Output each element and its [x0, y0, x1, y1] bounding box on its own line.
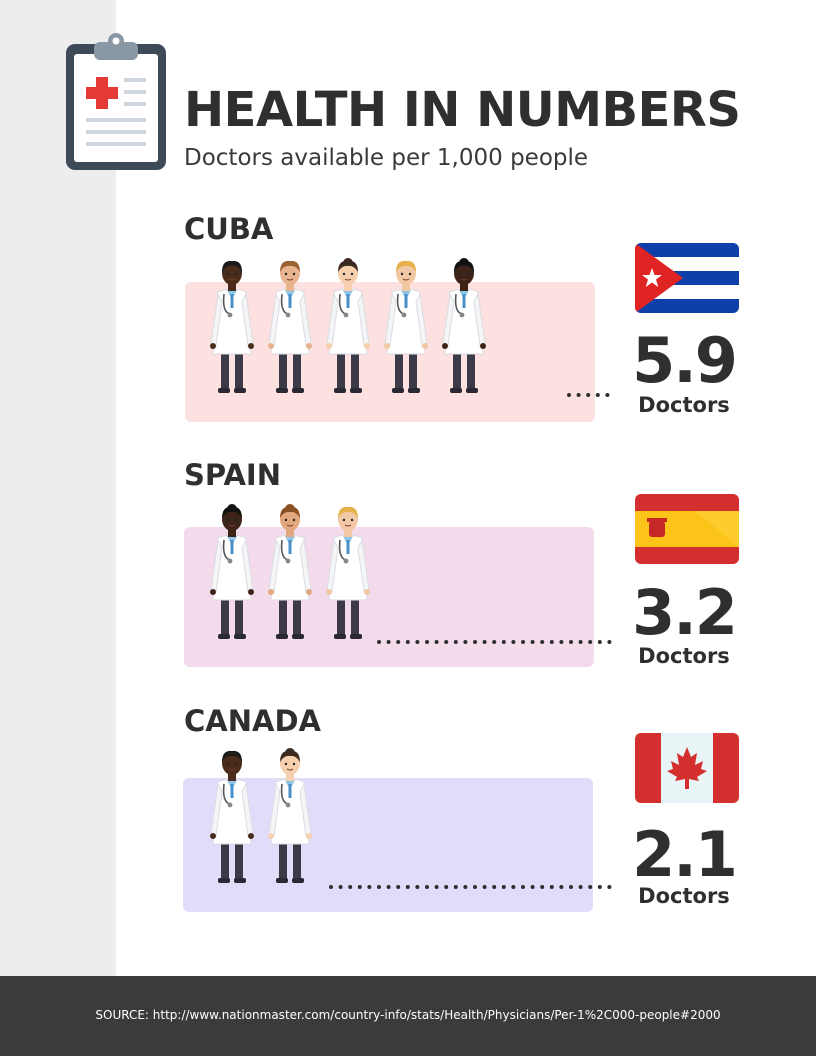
doctor-icon — [326, 258, 370, 393]
leader-dot — [586, 393, 591, 397]
doctor-icon — [268, 748, 312, 883]
leader-dot — [578, 885, 583, 889]
leader-dot — [597, 885, 602, 889]
leader-dot — [559, 885, 564, 889]
leader-dot — [559, 640, 564, 644]
leader-dot — [540, 885, 545, 889]
leader-dot — [367, 885, 372, 889]
leader-dot — [453, 885, 458, 889]
leader-dot — [434, 640, 439, 644]
leader-dot — [501, 885, 506, 889]
leader-dot — [405, 640, 410, 644]
leader-dot — [501, 640, 506, 644]
doctor-icon — [210, 504, 254, 639]
bar-dots — [377, 640, 612, 644]
country-section-spain: SPAIN 3.2 Doctors — [0, 456, 816, 696]
leader-dot — [348, 885, 353, 889]
leader-dot — [357, 885, 362, 889]
leader-dot — [567, 393, 571, 397]
leader-dot — [511, 640, 516, 644]
medical-clipboard-icon — [66, 33, 166, 170]
leader-dot — [473, 885, 477, 889]
leader-dot — [482, 640, 487, 644]
country-name: CUBA — [184, 212, 274, 246]
leader-dot — [444, 885, 449, 889]
value-label: 2.1 — [632, 818, 738, 891]
leader-dot — [415, 885, 420, 889]
leader-dot — [569, 640, 573, 644]
page-title: HEALTH IN NUMBERS — [184, 82, 741, 138]
unit-label: Doctors — [638, 393, 730, 417]
leader-dot — [588, 640, 593, 644]
leader-dot — [549, 885, 554, 889]
leader-dot — [396, 640, 401, 644]
unit-label: Doctors — [638, 644, 730, 668]
doctor-icon — [268, 260, 312, 393]
source-text: SOURCE: http://www.nationmaster.com/coun… — [95, 1008, 721, 1022]
doctor-icon — [210, 750, 254, 883]
leader-dot — [415, 640, 420, 644]
leader-dot — [540, 640, 545, 644]
leader-dot — [434, 885, 439, 889]
leader-dot — [588, 885, 593, 889]
leader-dot — [425, 640, 429, 644]
doctor-icon — [210, 260, 254, 393]
leader-dot — [473, 640, 477, 644]
bar-dots — [329, 885, 612, 889]
leader-dot — [329, 885, 333, 889]
value-label: 5.9 — [632, 324, 738, 397]
leader-dot — [607, 640, 612, 644]
leader-dot — [377, 640, 381, 644]
doctor-icon — [268, 504, 312, 639]
leader-dot — [463, 640, 468, 644]
leader-dot — [521, 640, 525, 644]
leader-dot — [444, 640, 449, 644]
leader-dot — [492, 885, 497, 889]
leader-dot — [377, 885, 381, 889]
leader-dot — [521, 885, 525, 889]
leader-dot — [595, 393, 600, 397]
leader-dot — [492, 640, 497, 644]
leader-dot — [549, 640, 554, 644]
leader-dot — [453, 640, 458, 644]
leader-dot — [530, 885, 535, 889]
leader-dot — [405, 885, 410, 889]
leader-dot — [482, 885, 487, 889]
page-subtitle: Doctors available per 1,000 people — [184, 145, 589, 171]
leader-dot — [386, 640, 391, 644]
leader-dot — [463, 885, 468, 889]
leader-dot — [607, 885, 612, 889]
country-name: CANADA — [184, 704, 321, 738]
unit-label: Doctors — [638, 884, 730, 908]
leader-dot — [338, 885, 343, 889]
leader-dot — [576, 393, 581, 397]
canada-flag-icon — [635, 733, 739, 803]
doctor-icon — [384, 260, 428, 393]
country-name: SPAIN — [184, 458, 281, 492]
country-section-canada: CANADA 2.1 Doctors — [0, 702, 816, 942]
leader-dot — [386, 885, 391, 889]
leader-dot — [597, 640, 602, 644]
leader-dot — [425, 885, 429, 889]
doctor-icon — [442, 258, 486, 393]
bar-panel — [183, 778, 593, 912]
value-label: 3.2 — [632, 576, 738, 649]
leader-dot — [530, 640, 535, 644]
footer: SOURCE: http://www.nationmaster.com/coun… — [0, 976, 816, 1056]
doctor-icon — [326, 506, 370, 639]
country-section-cuba: CUBA 5.9 Doctors — [0, 210, 816, 450]
leader-dot — [396, 885, 401, 889]
leader-dot — [569, 885, 573, 889]
leader-dot — [605, 393, 610, 397]
leader-dot — [511, 885, 516, 889]
spain-flag-icon — [635, 494, 739, 564]
leader-dot — [578, 640, 583, 644]
cuba-flag-icon — [635, 243, 739, 313]
bar-dots — [567, 393, 610, 397]
